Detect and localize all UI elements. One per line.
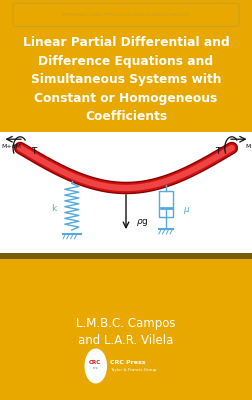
FancyBboxPatch shape [13, 3, 239, 26]
Circle shape [85, 349, 106, 383]
Text: Taylor & Francis Group: Taylor & Francis Group [110, 368, 156, 372]
Text: $\rho$g: $\rho$g [136, 216, 149, 228]
Text: $\mu$: $\mu$ [183, 205, 191, 216]
Text: T: T [215, 147, 221, 156]
Text: CRC Press: CRC Press [110, 360, 145, 365]
Text: CRC: CRC [88, 360, 101, 364]
Text: L.M.B.C. Campos: L.M.B.C. Campos [76, 318, 176, 330]
Bar [0, 132, 252, 254]
Text: k: k [52, 204, 57, 213]
Text: crc: crc [92, 366, 98, 370]
Text: MATHEMATICS AND PHYSICS FOR SCIENCE AND TECHNOLOGY: MATHEMATICS AND PHYSICS FOR SCIENCE AND … [62, 13, 190, 17]
Text: T: T [31, 147, 37, 156]
Text: M: M [245, 144, 251, 148]
Text: M+dM: M+dM [1, 144, 21, 148]
Text: Linear Partial Differential and
Difference Equations and
Simultaneous Systems wi: Linear Partial Differential and Differen… [23, 36, 229, 124]
Bar [160, 191, 173, 217]
Bar [0, 253, 252, 259]
Text: and L.A.R. Vilela: and L.A.R. Vilela [78, 334, 174, 346]
